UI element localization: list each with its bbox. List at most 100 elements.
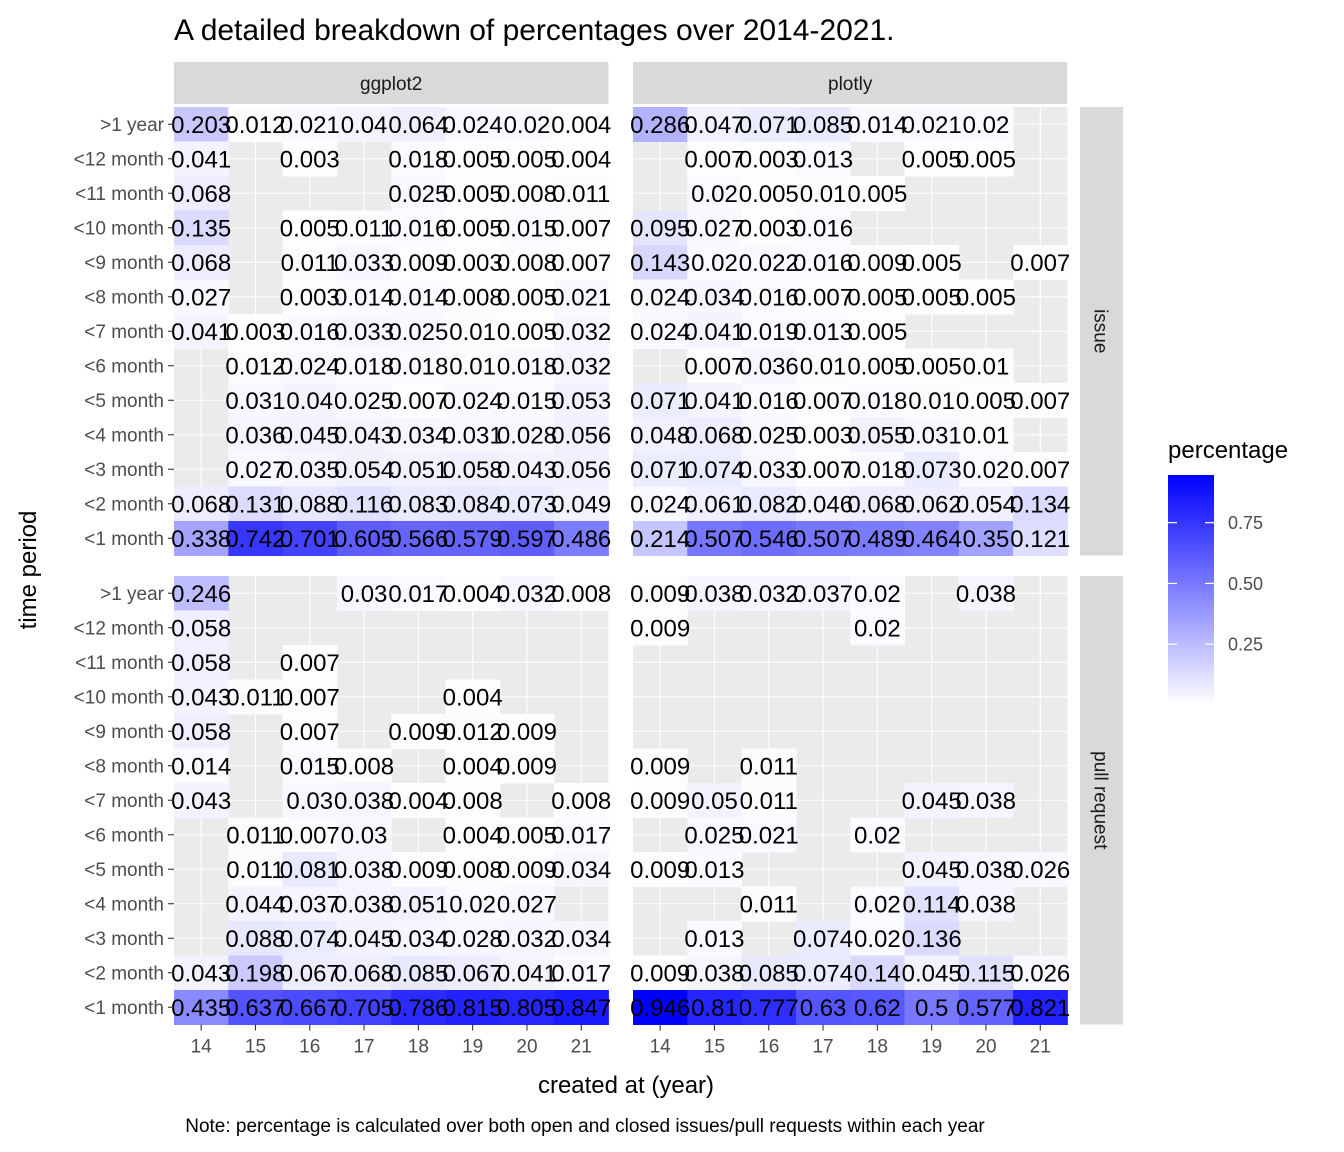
heat-tile — [499, 852, 555, 887]
heat-tile — [336, 348, 392, 384]
heat-tile — [633, 748, 688, 784]
cell-value-label: 0.003 — [739, 215, 799, 242]
cell-value-label: 0.007 — [1010, 388, 1070, 415]
heat-tile — [795, 955, 851, 991]
cell-value-label: 0.01 — [963, 353, 1010, 380]
cell-value-label: 0.044 — [225, 891, 285, 918]
heat-tile — [741, 383, 797, 418]
heat-tile — [174, 107, 229, 142]
cell-value-label: 0.043 — [171, 684, 231, 711]
x-tick-label: 15 — [245, 1037, 266, 1058]
heat-tile — [904, 783, 960, 818]
cell-value-label: 0.053 — [551, 388, 611, 415]
cell-value-label: 0.5 — [915, 995, 948, 1022]
cell-value-label: 0.068 — [684, 422, 744, 449]
cell-value-label: 0.007 — [280, 719, 340, 746]
heat-tile — [958, 486, 1014, 522]
legend-colorbar — [1168, 475, 1214, 705]
cell-value-label: 0.198 — [225, 960, 285, 987]
heat-tile — [174, 245, 229, 280]
cell-value-label: 0.597 — [497, 526, 557, 553]
heat-tile — [904, 852, 960, 887]
cell-value-label: 0.038 — [334, 891, 394, 918]
cell-value-label: 0.038 — [956, 788, 1016, 815]
heat-tile — [282, 921, 338, 956]
cell-value-label: 0.064 — [388, 112, 448, 139]
heat-tile — [282, 748, 338, 784]
heat-tile — [741, 348, 797, 384]
heat-tile — [795, 486, 851, 522]
heat-tile — [445, 921, 501, 956]
cell-value-label: 0.021 — [280, 112, 340, 139]
cell-value-label: 0.605 — [334, 526, 394, 553]
cell-value-label: 0.005 — [497, 822, 557, 849]
cell-value-label: 0.015 — [497, 388, 557, 415]
cell-value-label: 0.338 — [171, 526, 231, 553]
y-tick-label: >1 year — [100, 584, 165, 605]
y-tick-label: <9 month — [84, 722, 164, 743]
heat-tile — [554, 245, 609, 280]
cell-value-label: 0.01 — [800, 181, 847, 208]
heat-tile — [741, 417, 797, 453]
cell-value-label: 0.815 — [443, 995, 503, 1022]
heat-tile — [741, 245, 797, 280]
cell-value-label: 0.014 — [847, 112, 907, 139]
cell-value-label: 0.203 — [171, 112, 231, 139]
cell-value-label: 0.016 — [280, 319, 340, 346]
heat-tile — [687, 417, 743, 453]
cell-value-label: 0.246 — [171, 581, 231, 608]
cell-value-label: 0.946 — [630, 995, 690, 1022]
cell-value-label: 0.027 — [171, 284, 231, 311]
cell-value-label: 0.031 — [225, 388, 285, 415]
y-tick-label: <5 month — [84, 860, 164, 881]
cell-value-label: 0.62 — [854, 995, 901, 1022]
heat-tile — [228, 521, 284, 556]
heat-tile — [391, 452, 446, 487]
heat-tile — [445, 521, 501, 556]
heat-tile — [904, 279, 960, 315]
cell-value-label: 0.028 — [443, 926, 503, 953]
heat-tile — [850, 279, 905, 315]
y-tick-label: <4 month — [84, 425, 164, 446]
heat-tile — [445, 417, 501, 453]
heat-tile — [282, 452, 338, 487]
heat-tile — [282, 521, 338, 556]
heat-tile — [499, 452, 555, 487]
cell-value-label: 0.068 — [171, 491, 231, 518]
heat-tile — [633, 417, 688, 453]
heat-tile — [228, 921, 284, 956]
heat-tile — [499, 383, 555, 418]
heat-tile — [687, 852, 743, 887]
cell-value-label: 0.017 — [388, 581, 448, 608]
cell-value-label: 0.009 — [388, 857, 448, 884]
cell-value-label: 0.04 — [341, 112, 388, 139]
heat-tile — [554, 314, 609, 349]
heat-tile — [499, 107, 555, 142]
y-tick-label: <6 month — [84, 356, 164, 377]
heat-tile — [336, 576, 392, 611]
cell-value-label: 0.003 — [443, 250, 503, 277]
heat-tile — [445, 176, 501, 211]
heat-tile — [282, 107, 338, 142]
heat-tile — [391, 348, 446, 384]
cell-value-label: 0.004 — [443, 684, 503, 711]
heat-tile — [174, 576, 229, 611]
heat-tile — [795, 348, 851, 384]
heat-tile — [741, 748, 797, 784]
cell-value-label: 0.026 — [1010, 960, 1070, 987]
cell-value-label: 0.008 — [497, 250, 557, 277]
heat-tile — [1013, 990, 1068, 1025]
cell-value-label: 0.071 — [739, 112, 799, 139]
heat-tile — [499, 817, 555, 853]
heat-tile — [554, 921, 609, 956]
heat-tile — [904, 955, 960, 991]
heat-tile — [282, 990, 338, 1025]
cell-value-label: 0.043 — [334, 422, 394, 449]
heat-tile — [445, 783, 501, 818]
heat-tile — [445, 714, 501, 749]
heat-tile — [445, 955, 501, 991]
cell-value-label: 0.061 — [684, 491, 744, 518]
heat-tile — [795, 314, 851, 349]
cell-value-label: 0.009 — [847, 250, 907, 277]
